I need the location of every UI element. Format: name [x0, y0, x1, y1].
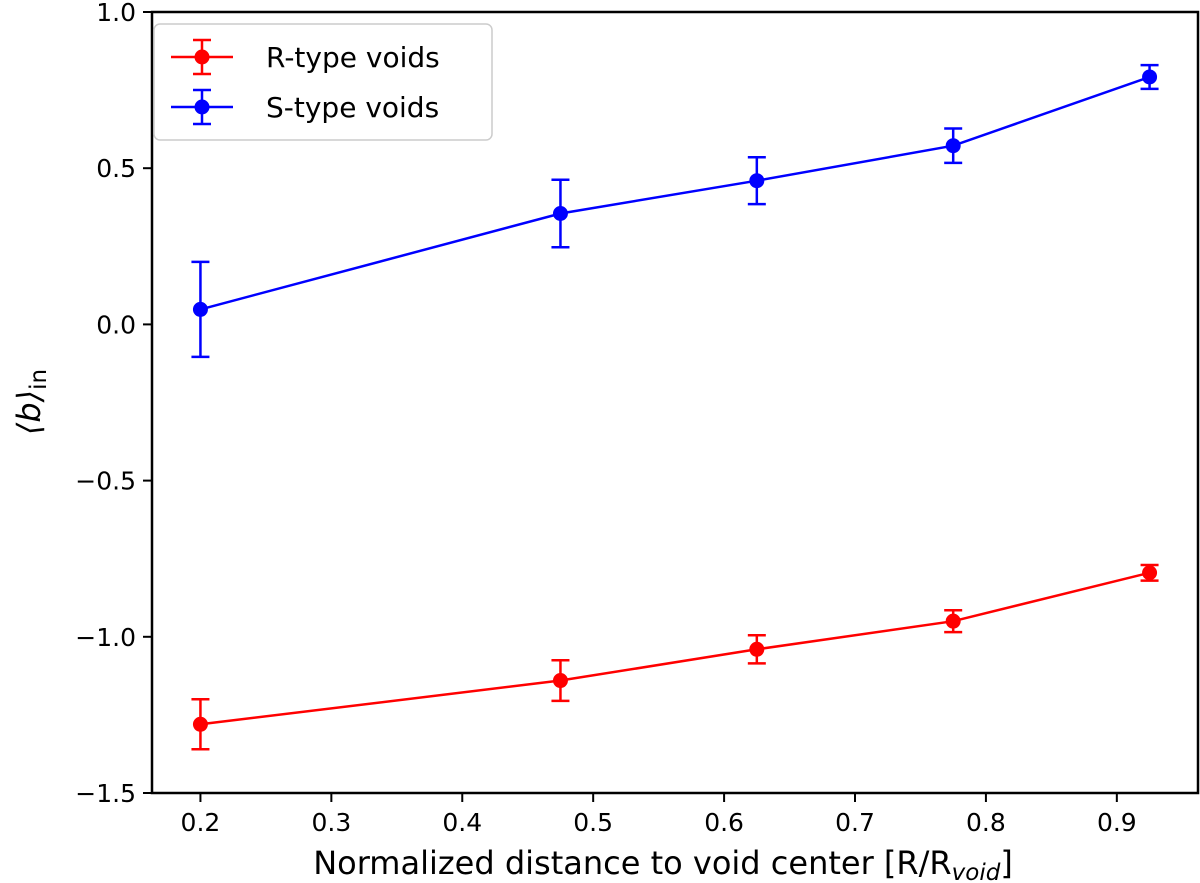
data-point: [945, 613, 961, 629]
data-point: [192, 716, 208, 732]
series-line: [200, 571, 1150, 726]
legend-marker: [194, 49, 210, 65]
x-axis-label: Normalized distance to void center [R/Rv…: [313, 844, 1013, 883]
y-tick-label: 0.5: [96, 154, 136, 183]
x-tick-label: 0.8: [966, 808, 1006, 837]
x-tick-label: 0.2: [181, 808, 221, 837]
legend: R-type voids S-type voids: [153, 23, 493, 141]
data-point: [1142, 69, 1158, 85]
plot-frame: [150, 10, 1200, 795]
legend-entries: R-type voids S-type voids: [171, 38, 440, 126]
x-tick-label: 0.7: [835, 808, 875, 837]
legend-label: R-type voids: [266, 41, 440, 74]
data-point: [1142, 565, 1158, 581]
data-point: [552, 205, 568, 221]
x-tick-label: 0.5: [573, 808, 613, 837]
x-tick-label: 0.3: [311, 808, 351, 837]
x-tick-label: 0.9: [1097, 808, 1137, 837]
ticks-layer: 0.2 0.3 0.4 0.5 0.6 0.7 0.8 0.9 −1.5 −1.0 −0.5 0.0 0…: [75, 0, 1136, 837]
legend-box: [153, 23, 493, 141]
x-tick-label: 0.4: [442, 808, 482, 837]
y-tick-label: 0.0: [96, 310, 136, 339]
y-axis-label: ⟨b⟩in: [10, 369, 52, 435]
y-tick-label: −1.0: [75, 623, 136, 652]
data-point: [552, 673, 568, 689]
data-point: [192, 301, 208, 317]
x-tick-label: 0.6: [704, 808, 744, 837]
data-point: [749, 173, 765, 189]
y-tick-label: −0.5: [75, 467, 136, 496]
legend-marker: [194, 99, 210, 115]
series-layer: [191, 63, 1159, 751]
legend-label: S-type voids: [266, 91, 439, 124]
data-point: [945, 138, 961, 154]
y-tick-label: −1.5: [75, 779, 136, 808]
y-tick-label: 1.0: [96, 0, 136, 27]
data-point: [749, 641, 765, 657]
